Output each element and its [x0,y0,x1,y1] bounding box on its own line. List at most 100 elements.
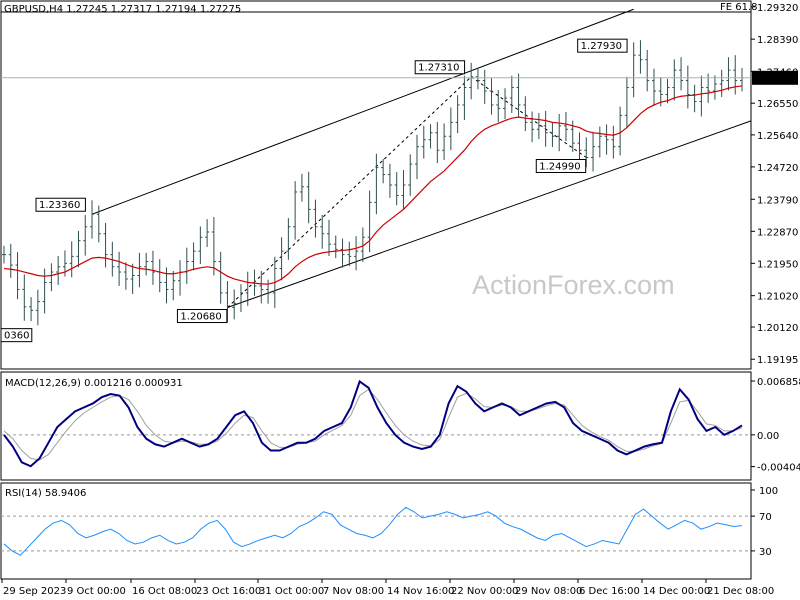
price-bar [2,245,6,264]
price-bar [103,222,108,268]
price-bar [672,59,677,101]
price-bar [685,65,690,109]
price-bar [313,199,318,238]
price-bar [496,89,501,123]
price-bar [8,243,13,278]
price-bar [733,55,738,95]
price-bar [401,170,406,210]
time-tick-label: 29 Sep 2023 [3,586,66,597]
price-bar [638,40,643,74]
price-annotation: 1.27930 [577,38,628,53]
current-price-marker: 1.27275 [1,70,798,85]
price-annotation: 0360 [0,328,33,343]
time-tick-label: 14 Nov 16:00 [387,586,454,597]
annotation-label: 0360 [4,331,29,342]
price-bar [408,154,413,196]
rsi-indicator: 100 70 30 [1,486,778,558]
price-bar [360,227,365,262]
price-bar [475,68,480,90]
price-tick-label: 1.19195 [757,355,798,366]
channel-lines [91,8,752,308]
annotation-box [535,159,587,174]
price-tick-label: 1.29320 [757,3,798,14]
price-bar [584,137,589,168]
price-bar [218,251,223,304]
fe-label: FE 61.8 [720,2,758,13]
macd-tick-label: 0.006858 [757,377,800,388]
rsi-tick-label: 70 [759,512,772,523]
price-bar [421,125,426,159]
price-bar [509,75,514,113]
price-bar [611,125,616,159]
annotation-label: 1.20680 [180,312,221,323]
channel-upper-line [91,8,634,215]
annotation-box [35,197,86,212]
price-bar [299,173,304,202]
price-bar [692,84,697,113]
price-bar [557,113,562,152]
price-bars [2,40,744,326]
time-tick-label: 9 Oct 00:00 [67,586,126,597]
price-bar [76,230,81,268]
price-bar [144,252,149,276]
price-tick-label: 1.28390 [757,35,798,46]
price-bar [56,256,61,285]
price-bar [679,57,684,91]
macd-tick-label: -0.004047 [757,463,800,474]
annotation-box [176,309,228,324]
current-price-box [752,70,798,85]
time-tick-label: 6 Dec 16:00 [579,586,640,597]
price-bar [171,270,176,301]
price-bar [259,270,264,304]
price-bar [577,132,582,164]
price-annotations: 1.23360 1.20680 1.27310 1.24990 1.27930 0360 [0,38,628,343]
time-tick-label: 31 Oct 00:00 [259,586,324,597]
price-bar [631,42,636,98]
price-bar [455,95,460,134]
price-bar [367,190,372,253]
price-bar [198,226,203,265]
annotation-label: 1.27310 [418,63,459,74]
price-bar [286,218,291,260]
price-annotation: 1.27310 [414,60,466,75]
price-annotation: 1.23360 [35,197,86,212]
price-bar [482,69,487,104]
price-bar [651,68,656,106]
time-tick-label: 7 Nov 08:00 [323,586,384,597]
price-tick-label: 1.22870 [757,227,798,238]
annotation-box [577,38,628,53]
price-bar [374,153,379,215]
price-axis-ticks: 1.293201.283901.274601.265501.256401.247… [751,3,798,366]
moving-average-line [3,85,743,285]
price-bar [306,171,311,224]
macd-panel-frame [0,371,752,481]
price-tick-label: 1.21950 [757,259,798,270]
price-bar [719,69,724,97]
price-tick-label: 1.24720 [757,163,798,174]
price-bar [394,172,399,206]
moving-average [3,85,743,285]
price-bar [347,241,352,267]
price-tick-label: 1.25640 [757,131,798,142]
price-bar [665,78,670,104]
fib-dashed-line [227,76,472,308]
price-bar [340,238,345,268]
macd-indicator: 0.006858 0.00 -0.004047 [1,377,800,474]
annotation-box [414,60,466,75]
price-bar [726,57,731,91]
price-bar [49,263,54,292]
time-tick-label: 21 Dec 08:00 [707,586,774,597]
price-bar [279,237,284,281]
price-annotation: 1.20680 [176,309,228,324]
price-bar [150,250,155,285]
price-bar [110,241,115,277]
price-bar [536,112,541,140]
price-bar [293,181,298,240]
price-bar [415,134,420,180]
price-bar [489,78,494,115]
channel-lower-line [227,120,752,308]
price-bar [354,236,359,271]
rsi-tick-label: 30 [759,547,772,558]
watermark: ActionForex.com [472,270,675,300]
